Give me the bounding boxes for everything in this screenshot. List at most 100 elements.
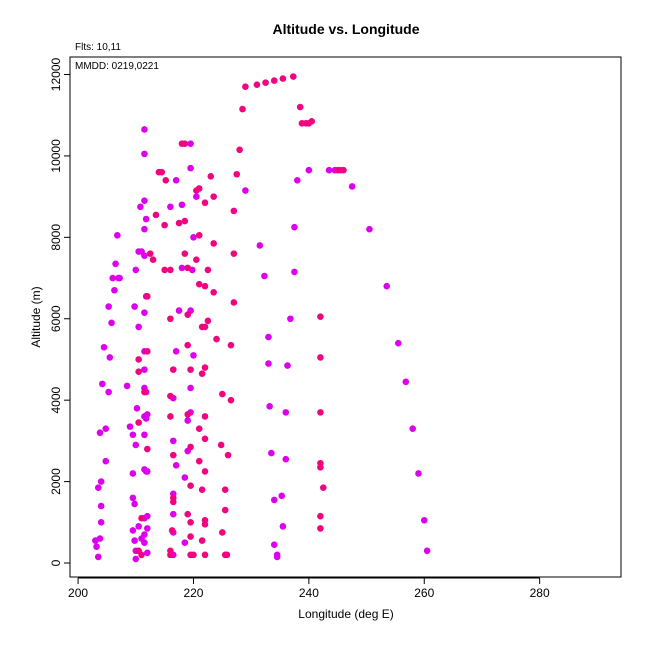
- y-axis-label: Altitude (m): [29, 286, 43, 347]
- point: [135, 368, 142, 375]
- point: [265, 333, 272, 341]
- point: [141, 225, 148, 233]
- point: [195, 457, 203, 465]
- point: [158, 168, 166, 176]
- point: [325, 166, 333, 174]
- y-tick-label: 0: [49, 559, 63, 566]
- point: [132, 266, 140, 274]
- point: [144, 293, 151, 300]
- x-tick-label: 200: [68, 586, 88, 600]
- point: [135, 323, 142, 331]
- point: [138, 514, 145, 522]
- point: [201, 413, 209, 420]
- point: [340, 166, 347, 174]
- point: [317, 512, 324, 520]
- point: [190, 234, 197, 241]
- point: [279, 75, 287, 82]
- point: [144, 512, 151, 520]
- point: [190, 352, 197, 359]
- x-tick-label: 280: [530, 586, 550, 600]
- point: [112, 260, 119, 268]
- point: [270, 541, 278, 548]
- point: [167, 315, 174, 323]
- point: [291, 223, 298, 231]
- x-tick-label: 220: [183, 586, 203, 600]
- point: [94, 484, 102, 491]
- point: [198, 370, 206, 378]
- point: [116, 274, 123, 282]
- point: [141, 388, 148, 396]
- point: [282, 455, 290, 463]
- point: [97, 478, 105, 485]
- point: [366, 225, 373, 233]
- point: [187, 551, 194, 559]
- point: [187, 164, 194, 172]
- point: [201, 364, 209, 371]
- point: [242, 187, 249, 194]
- point: [198, 486, 206, 494]
- point: [129, 527, 137, 534]
- point: [227, 341, 235, 349]
- point: [168, 527, 176, 534]
- point: [129, 470, 137, 477]
- point: [181, 539, 189, 546]
- point: [242, 83, 249, 91]
- point: [279, 523, 287, 530]
- point: [105, 303, 112, 310]
- point: [169, 451, 177, 459]
- point: [201, 435, 209, 443]
- point: [195, 231, 203, 239]
- point: [217, 441, 225, 449]
- point: [230, 250, 238, 257]
- point: [394, 339, 402, 347]
- plot-box: [69, 56, 622, 578]
- point: [317, 354, 324, 361]
- point: [289, 73, 297, 80]
- point: [198, 537, 206, 544]
- point: [262, 79, 269, 86]
- point: [287, 315, 294, 323]
- point: [334, 166, 342, 174]
- y-tick-label: 8000: [49, 224, 63, 251]
- point: [169, 510, 177, 518]
- y-tick-label: 10000: [49, 139, 63, 173]
- point: [162, 177, 170, 184]
- y-tick-label: 6000: [49, 305, 63, 332]
- point: [109, 274, 116, 282]
- point: [273, 553, 281, 561]
- point: [383, 282, 391, 290]
- point: [102, 425, 110, 432]
- y-tick-label: 12000: [49, 57, 63, 91]
- point: [294, 177, 301, 184]
- point: [282, 409, 290, 416]
- point: [210, 288, 217, 296]
- point: [167, 203, 174, 211]
- point: [132, 555, 140, 563]
- point: [167, 266, 174, 274]
- point: [96, 535, 104, 542]
- point: [100, 343, 108, 351]
- point: [149, 256, 157, 264]
- point: [132, 441, 140, 449]
- point: [106, 354, 114, 361]
- point: [141, 431, 148, 439]
- point: [201, 551, 209, 559]
- point: [184, 510, 192, 518]
- point: [135, 547, 142, 555]
- point: [167, 551, 174, 559]
- point: [261, 272, 268, 280]
- point: [181, 250, 189, 257]
- point: [97, 518, 105, 526]
- point: [184, 311, 192, 318]
- point: [415, 470, 422, 477]
- point: [266, 402, 273, 410]
- point: [230, 299, 238, 306]
- y-tick-label: 4000: [49, 386, 63, 413]
- point: [193, 256, 200, 264]
- point: [172, 461, 180, 469]
- point: [144, 348, 151, 355]
- point: [224, 451, 232, 459]
- point: [268, 449, 275, 457]
- point: [144, 411, 151, 418]
